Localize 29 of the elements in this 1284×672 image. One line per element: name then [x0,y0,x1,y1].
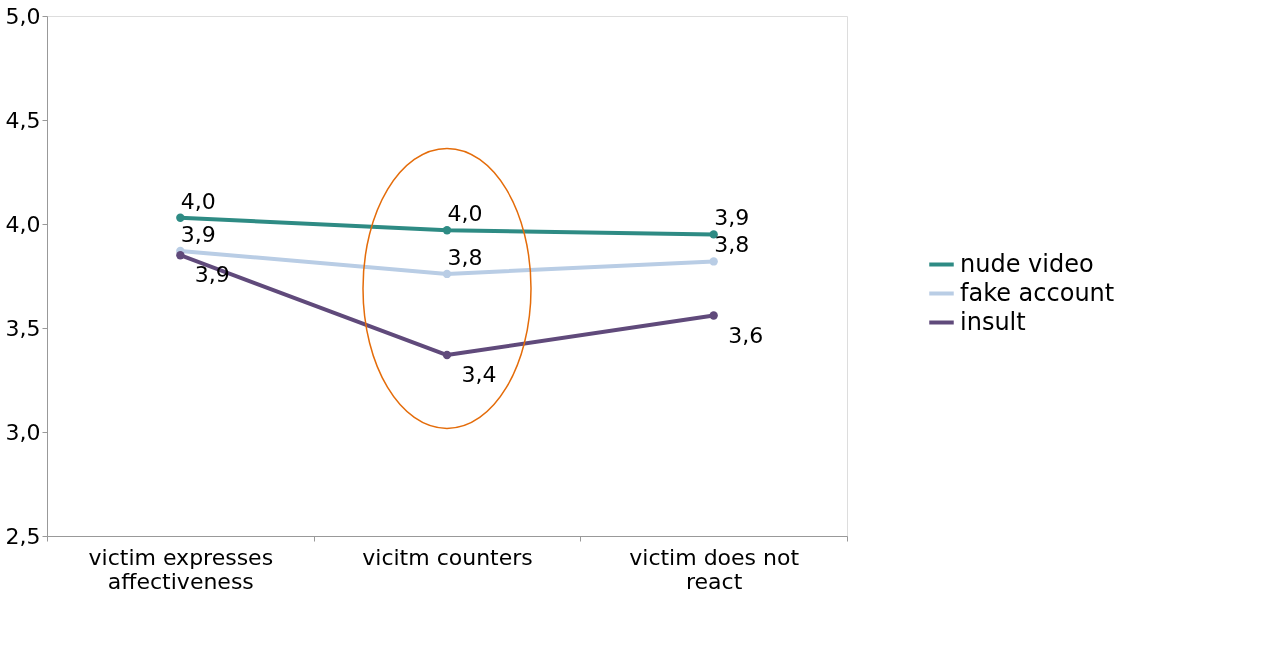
x-tick-label: vicitm counters [362,544,533,570]
data-label: 3,6 [728,322,764,348]
legend-label: fake account [960,278,1115,307]
y-tick-label: 3,5 [5,315,41,341]
data-label: 4,0 [180,188,216,214]
point [442,350,452,360]
legend-label: insult [960,307,1026,336]
y-tick-label: 3,0 [5,419,41,445]
y-tick-label: 2,5 [5,523,41,549]
point [709,230,718,239]
point [442,269,452,279]
legend-label: nude video [960,249,1094,278]
point [176,213,185,222]
y-tick-label: 5,0 [5,3,41,29]
x-tick-label: victim does not react [629,544,800,594]
data-label: 3,9 [180,222,216,248]
point [709,257,718,266]
data-label: 3,8 [447,244,483,270]
data-label: 3,8 [714,232,750,258]
data-label: 3,9 [194,262,230,288]
point [442,226,452,235]
y-tick-label: 4,5 [5,107,41,133]
data-label: 3,9 [714,205,750,231]
data-label: 3,4 [461,362,497,388]
y-tick-label: 4,0 [5,211,41,237]
point [176,251,185,260]
point [709,311,718,320]
data-label: 4,0 [447,201,483,227]
x-tick-label: victim expresses affectiveness [88,544,274,594]
